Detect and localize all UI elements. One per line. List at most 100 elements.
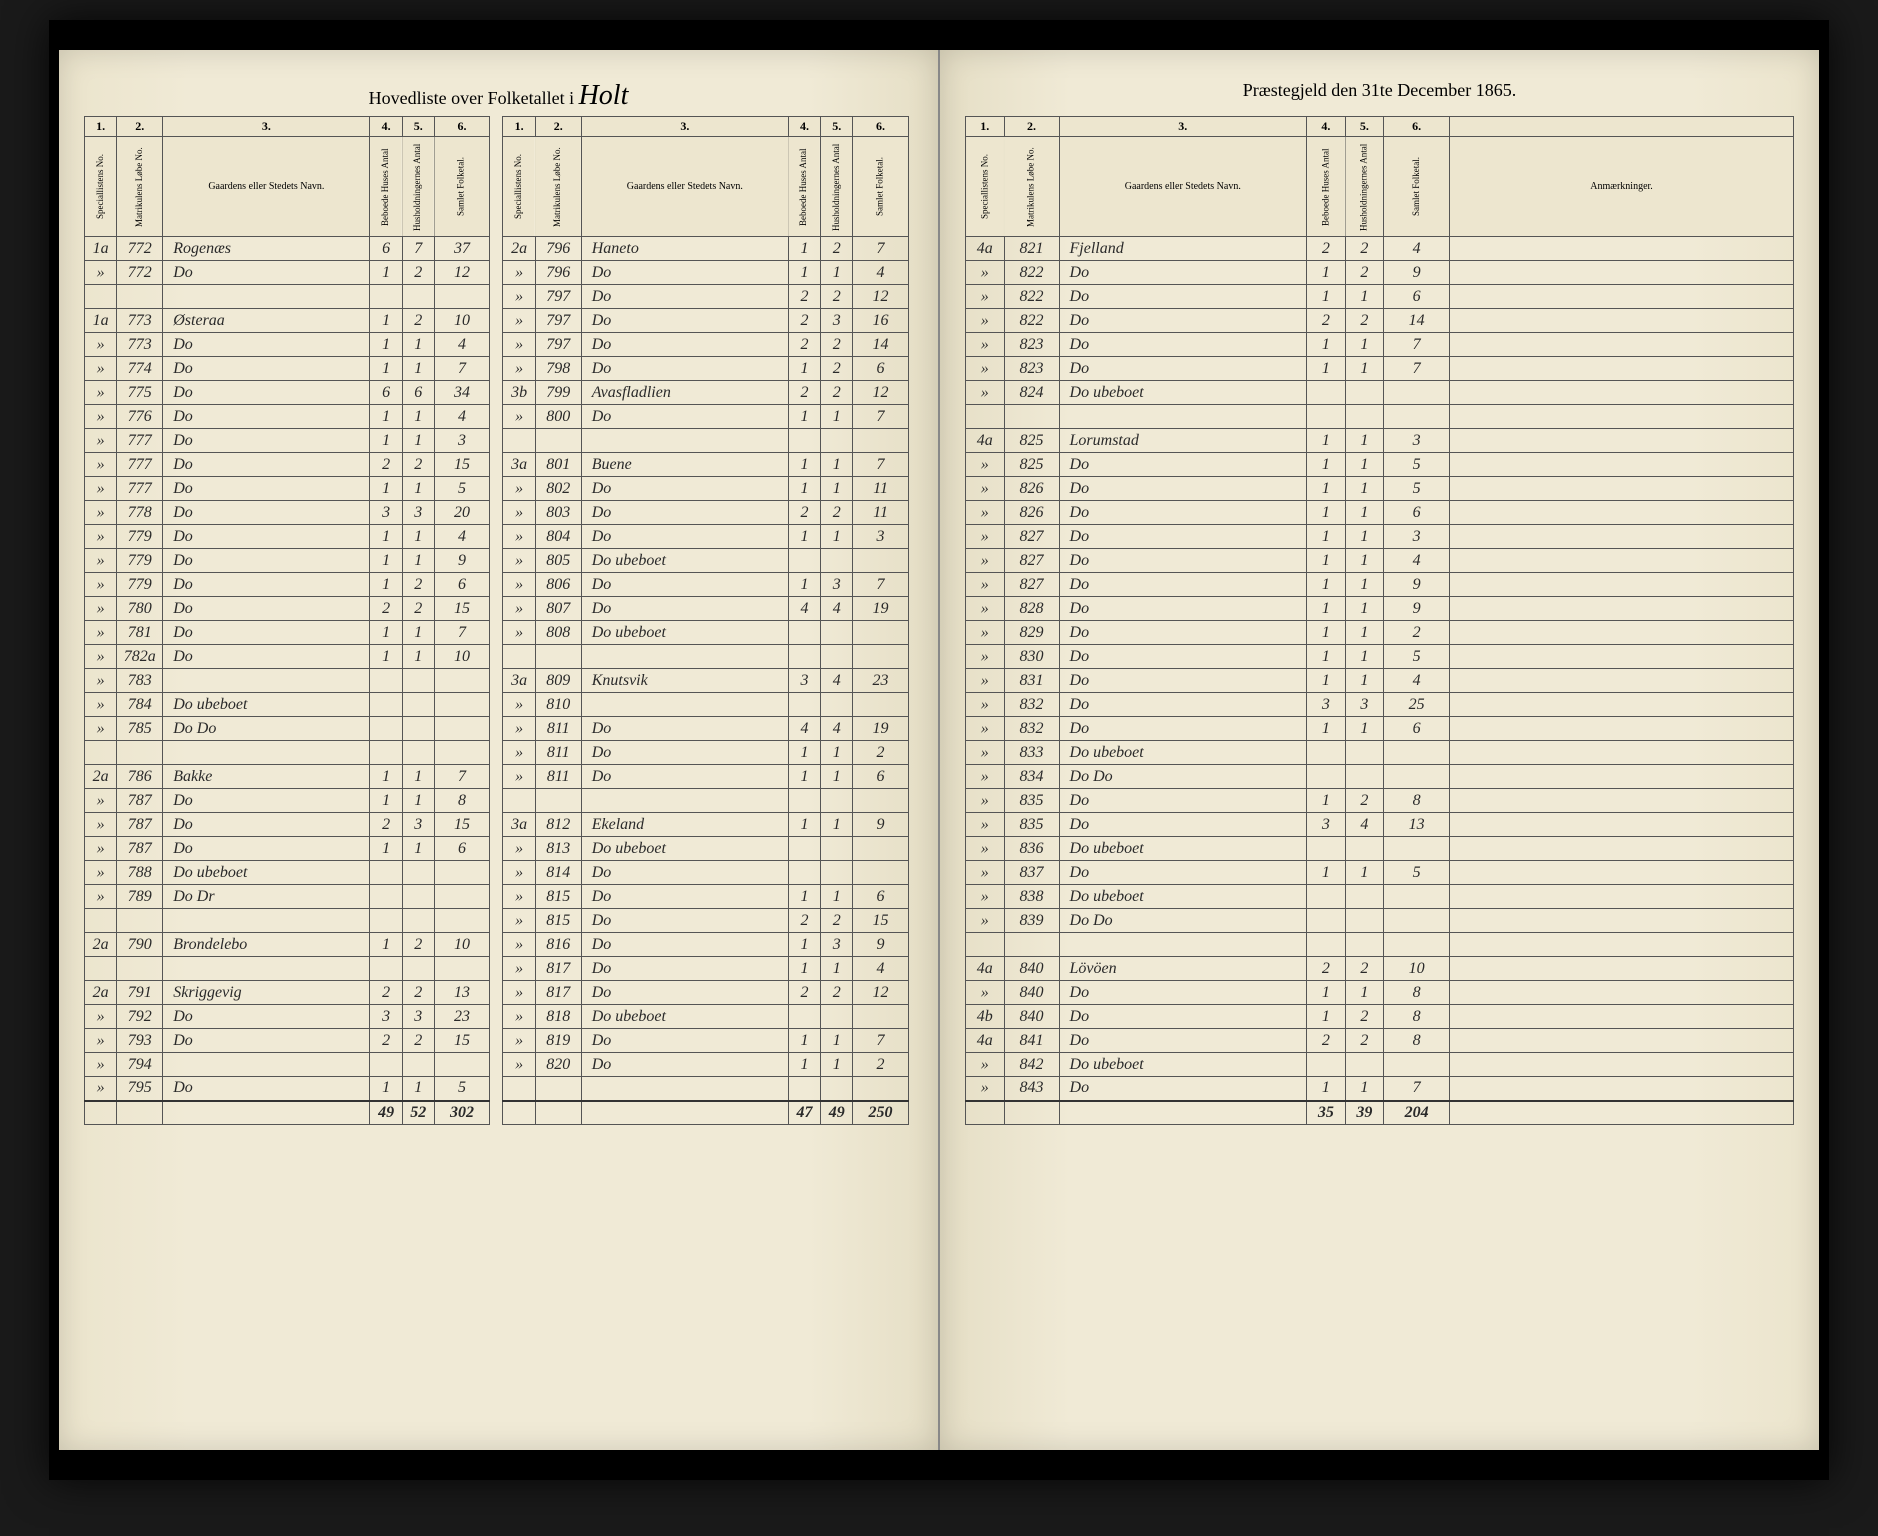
cell-c6 (1384, 837, 1450, 861)
cell-c3: Do (1059, 1077, 1307, 1101)
cell-c1: » (85, 549, 117, 573)
cell-c3: Do (163, 453, 370, 477)
cell-c6 (853, 693, 908, 717)
cell-c2: 808 (535, 621, 581, 645)
cell-c5: 1 (402, 765, 434, 789)
cell-c2: 839 (1004, 909, 1059, 933)
cell-c6: 11 (853, 501, 908, 525)
cell-c2: 807 (535, 597, 581, 621)
col-head-2: Matrikulens Løbe No. (1004, 137, 1059, 237)
cell-c2: 787 (117, 789, 163, 813)
cell-c6 (434, 885, 489, 909)
cell-c4: 1 (370, 837, 402, 861)
cell-c6: 6 (853, 885, 908, 909)
cell-remarks (1450, 621, 1794, 645)
col-num-3: 3. (581, 117, 788, 137)
cell-c6: 7 (1384, 1077, 1450, 1101)
cell-c2: 799 (535, 381, 581, 405)
table-row: »811Do116 (503, 765, 908, 789)
cell-c2: 781 (117, 621, 163, 645)
cell-c3: Do ubeboet (163, 693, 370, 717)
cell-c6: 19 (853, 717, 908, 741)
table-row: »830Do115 (966, 645, 1794, 669)
table-row: 4a825Lorumstad113 (966, 429, 1794, 453)
table-row: »816Do139 (503, 933, 908, 957)
table-row: »794 (85, 1053, 490, 1077)
cell-c1: » (503, 573, 535, 597)
cell-c2 (1004, 405, 1059, 429)
table-row: »776Do114 (85, 405, 490, 429)
cell-c3 (163, 909, 370, 933)
cell-c2: 782a (117, 645, 163, 669)
cell-c1: » (503, 1005, 535, 1029)
cell-remarks (1450, 1053, 1794, 1077)
cell-c5: 1 (821, 453, 853, 477)
cell-c4: 1 (1307, 645, 1346, 669)
cell-c5 (821, 621, 853, 645)
cell-c5: 3 (402, 501, 434, 525)
table-row: »836Do ubeboet (966, 837, 1794, 861)
table-row (503, 429, 908, 453)
cell-c6: 8 (1384, 1005, 1450, 1029)
cell-c5: 1 (402, 405, 434, 429)
table-row (85, 957, 490, 981)
cell-c4 (1307, 1053, 1346, 1077)
col-num-2: 2. (535, 117, 581, 137)
cell-c3: Do (1059, 1029, 1307, 1053)
cell-c2: 813 (535, 837, 581, 861)
cell-c4 (1307, 837, 1346, 861)
cell-c2: 817 (535, 981, 581, 1005)
table-row: »822Do116 (966, 285, 1794, 309)
cell-c4: 1 (788, 453, 820, 477)
cell-c5 (821, 1077, 853, 1101)
cell-c5: 1 (402, 645, 434, 669)
cell-remarks (1450, 477, 1794, 501)
cell-c3: Do (1059, 333, 1307, 357)
cell-c6: 7 (853, 405, 908, 429)
cell-c4: 1 (788, 525, 820, 549)
table-row: »804Do113 (503, 525, 908, 549)
cell-c6: 7 (853, 237, 908, 261)
cell-c5 (821, 837, 853, 861)
table-row: »826Do115 (966, 477, 1794, 501)
cell-c3: Do ubeboet (581, 549, 788, 573)
cell-c1: » (503, 981, 535, 1005)
cell-c5 (821, 429, 853, 453)
cell-c3: Lövöen (1059, 957, 1307, 981)
cell-c4: 1 (1307, 285, 1346, 309)
cell-c1: » (966, 813, 1005, 837)
cell-c4: 1 (1307, 789, 1346, 813)
cell-c2: 777 (117, 453, 163, 477)
cell-c2: 835 (1004, 813, 1059, 837)
cell-c4: 1 (370, 573, 402, 597)
cell-c1: » (85, 621, 117, 645)
cell-c5 (402, 741, 434, 765)
cell-remarks (1450, 597, 1794, 621)
table-row: »828Do119 (966, 597, 1794, 621)
cell-c2: 812 (535, 813, 581, 837)
cell-c4 (788, 429, 820, 453)
cell-c2: 773 (117, 309, 163, 333)
cell-c3: Do (1059, 477, 1307, 501)
col-num-1: 1. (503, 117, 535, 137)
cell-c6: 5 (1384, 861, 1450, 885)
total-c5: 39 (1345, 1101, 1384, 1125)
cell-c4: 6 (370, 237, 402, 261)
cell-c2: 825 (1004, 453, 1059, 477)
cell-remarks (1450, 573, 1794, 597)
cell-c6 (853, 837, 908, 861)
cell-c5: 6 (402, 381, 434, 405)
cell-c3: Lorumstad (1059, 429, 1307, 453)
cell-c3: Do (1059, 645, 1307, 669)
cell-c4: 1 (1307, 573, 1346, 597)
cell-remarks (1450, 453, 1794, 477)
cell-c1: » (503, 741, 535, 765)
table-row: »825Do115 (966, 453, 1794, 477)
cell-c5: 1 (402, 789, 434, 813)
cell-c3: Skriggevig (163, 981, 370, 1005)
cell-remarks (1450, 525, 1794, 549)
cell-c4: 3 (788, 669, 820, 693)
cell-c6 (1384, 933, 1450, 957)
cell-c5 (402, 669, 434, 693)
cell-c4 (1307, 909, 1346, 933)
